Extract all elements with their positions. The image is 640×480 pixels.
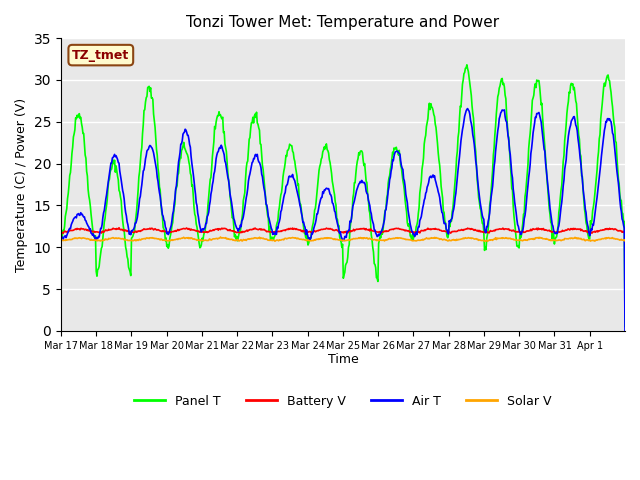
Line: Solar V: Solar V bbox=[61, 237, 625, 241]
Panel T bbox=[463, 62, 470, 68]
Battery V bbox=[403, 228, 410, 233]
Solar V bbox=[402, 237, 410, 242]
Panel T bbox=[401, 197, 409, 203]
Solar V bbox=[217, 234, 225, 240]
Solar V bbox=[255, 234, 263, 240]
Air T bbox=[276, 216, 284, 221]
Battery V bbox=[124, 228, 132, 234]
Battery V bbox=[435, 227, 442, 232]
Panel T bbox=[621, 324, 629, 329]
Line: Panel T: Panel T bbox=[61, 65, 625, 326]
Battery V bbox=[255, 226, 263, 232]
Battery V bbox=[277, 228, 285, 234]
Solar V bbox=[434, 235, 442, 241]
Air T bbox=[401, 183, 409, 189]
Panel T bbox=[255, 125, 262, 131]
Battery V bbox=[377, 230, 385, 236]
Legend: Panel T, Battery V, Air T, Solar V: Panel T, Battery V, Air T, Solar V bbox=[129, 390, 557, 413]
Solar V bbox=[621, 237, 629, 243]
Solar V bbox=[277, 237, 285, 243]
Air T bbox=[464, 106, 472, 111]
Panel T bbox=[57, 235, 65, 240]
Line: Battery V: Battery V bbox=[61, 228, 625, 233]
Y-axis label: Temperature (C) / Power (V): Temperature (C) / Power (V) bbox=[15, 97, 28, 272]
Battery V bbox=[115, 225, 123, 231]
Battery V bbox=[57, 229, 65, 235]
Air T bbox=[621, 330, 629, 336]
Panel T bbox=[276, 198, 284, 204]
Air T bbox=[433, 183, 440, 189]
Solar V bbox=[57, 237, 65, 243]
Battery V bbox=[228, 228, 236, 234]
Panel T bbox=[433, 132, 440, 138]
Panel T bbox=[124, 254, 131, 260]
Solar V bbox=[484, 239, 492, 244]
Air T bbox=[124, 219, 131, 225]
Air T bbox=[227, 195, 235, 201]
Solar V bbox=[228, 236, 236, 242]
Text: TZ_tmet: TZ_tmet bbox=[72, 48, 129, 61]
Air T bbox=[57, 237, 65, 242]
X-axis label: Time: Time bbox=[328, 353, 358, 366]
Line: Air T: Air T bbox=[61, 108, 625, 333]
Air T bbox=[255, 159, 262, 165]
Battery V bbox=[621, 229, 629, 235]
Solar V bbox=[124, 237, 131, 243]
Title: Tonzi Tower Met: Temperature and Power: Tonzi Tower Met: Temperature and Power bbox=[186, 15, 499, 30]
Panel T bbox=[227, 199, 235, 204]
